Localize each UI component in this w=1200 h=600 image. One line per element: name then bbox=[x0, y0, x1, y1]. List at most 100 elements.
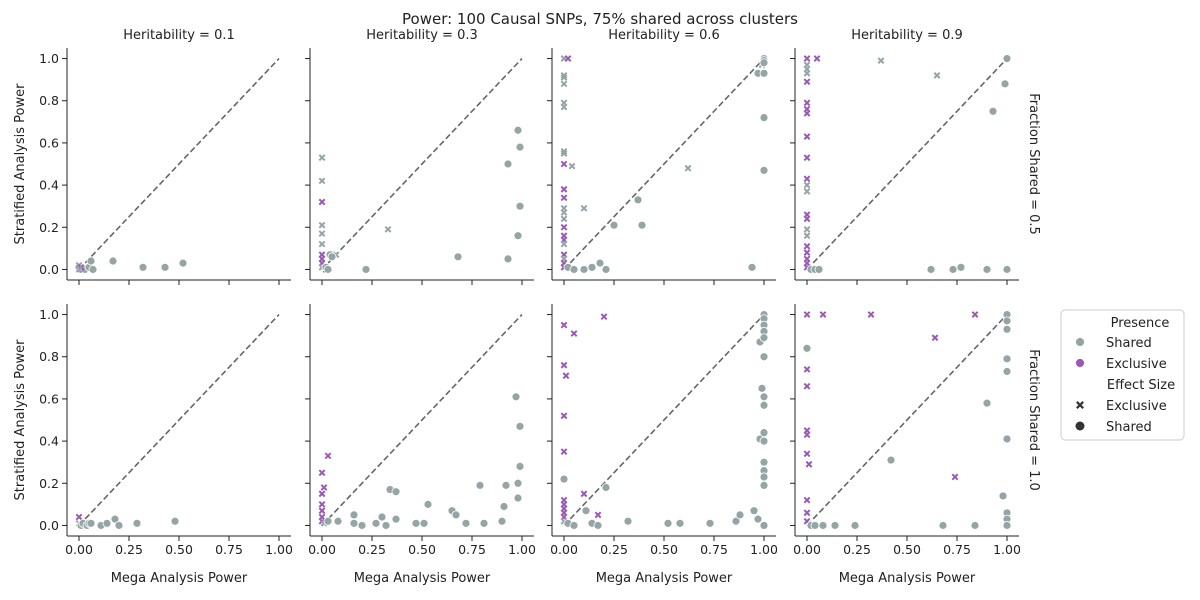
data-point bbox=[759, 68, 769, 78]
data-point bbox=[926, 265, 936, 274]
data-point bbox=[497, 516, 507, 526]
data-point bbox=[132, 518, 142, 528]
row-title: Fraction Shared = 1.0 bbox=[1026, 349, 1041, 491]
data-point bbox=[802, 343, 812, 353]
x-tick-label: 0.25 bbox=[358, 542, 386, 557]
figure-title: Power: 100 Causal SNPs, 75% shared acros… bbox=[402, 10, 798, 28]
data-point bbox=[560, 160, 568, 168]
data-point bbox=[938, 521, 948, 530]
data-point bbox=[587, 262, 597, 272]
data-point bbox=[931, 334, 939, 342]
y-tick-label: 0.8 bbox=[39, 93, 59, 108]
data-point bbox=[453, 252, 463, 262]
facet-panel-r1-c2: 0.00 0.25 0.50 0.75 1.00 Mega Analysis Power bbox=[547, 304, 778, 586]
data-point bbox=[675, 518, 685, 528]
data-point bbox=[1002, 354, 1012, 364]
x-tick-label: 0.25 bbox=[600, 542, 628, 557]
data-point bbox=[749, 506, 759, 516]
data-point bbox=[559, 474, 569, 484]
data-point bbox=[560, 215, 568, 223]
data-point bbox=[814, 265, 824, 274]
data-point bbox=[381, 521, 391, 530]
data-point bbox=[731, 516, 741, 526]
points bbox=[802, 310, 1012, 530]
data-point bbox=[560, 194, 568, 202]
legend-label-effect-shared: Shared bbox=[1106, 420, 1152, 435]
data-point bbox=[568, 162, 576, 170]
data-point bbox=[759, 428, 769, 438]
data-point bbox=[759, 472, 769, 482]
data-point bbox=[982, 265, 992, 274]
data-point bbox=[579, 265, 589, 274]
data-point bbox=[684, 164, 692, 172]
data-point bbox=[759, 352, 769, 362]
data-point bbox=[160, 262, 170, 272]
data-point bbox=[803, 181, 811, 189]
data-point bbox=[569, 265, 579, 274]
column-title: Heritability = 0.6 bbox=[608, 28, 720, 43]
points bbox=[318, 392, 525, 530]
data-point bbox=[759, 480, 769, 490]
data-point bbox=[564, 55, 572, 62]
data-point bbox=[633, 195, 643, 205]
data-point bbox=[971, 311, 979, 318]
data-point bbox=[803, 311, 811, 318]
data-point bbox=[515, 461, 525, 471]
data-point bbox=[803, 175, 811, 183]
x-tick-label: 0.25 bbox=[115, 542, 143, 557]
points bbox=[803, 54, 1012, 274]
legend-marker-x bbox=[1076, 401, 1084, 409]
data-point bbox=[609, 220, 619, 230]
data-point bbox=[970, 521, 980, 530]
data-point bbox=[102, 518, 112, 528]
data-point bbox=[391, 487, 401, 497]
data-point bbox=[803, 509, 811, 517]
data-point bbox=[479, 518, 489, 528]
data-point bbox=[324, 452, 332, 460]
data-point bbox=[419, 518, 429, 528]
data-point bbox=[515, 421, 525, 431]
y-axis-label: Stratified Analysis Power bbox=[13, 83, 28, 245]
diagonal-reference-line bbox=[321, 57, 523, 271]
data-point bbox=[933, 72, 941, 79]
facet-panel-r0-c2: Heritability = 0.6 bbox=[547, 28, 776, 285]
y-tick-label: 0.6 bbox=[39, 391, 59, 406]
data-point bbox=[803, 99, 811, 107]
facet-panel-r1-c3: 0.00 0.25 0.50 0.75 1.00 Fraction Shared = 1.… bbox=[790, 304, 1041, 586]
data-point bbox=[323, 265, 333, 274]
data-point bbox=[423, 499, 433, 509]
points bbox=[74, 256, 188, 274]
legend-title-presence: Presence bbox=[1111, 316, 1170, 331]
data-point bbox=[75, 266, 83, 273]
diagonal-reference-line bbox=[563, 57, 765, 271]
data-point bbox=[560, 74, 568, 81]
data-point bbox=[503, 254, 513, 264]
x-tick-label: 1.00 bbox=[265, 542, 293, 557]
data-point bbox=[560, 361, 568, 369]
y-tick-label: 0.2 bbox=[39, 476, 59, 491]
data-point bbox=[320, 484, 328, 491]
data-point bbox=[803, 55, 811, 62]
y-tick-label: 1.0 bbox=[39, 307, 59, 322]
diagonal-reference-line bbox=[78, 57, 280, 271]
data-point bbox=[759, 521, 769, 530]
data-point bbox=[803, 154, 811, 162]
data-point bbox=[594, 511, 602, 519]
data-point bbox=[886, 455, 896, 465]
x-axis-label: Mega Analysis Power bbox=[111, 571, 248, 586]
y-tick-label: 0.4 bbox=[39, 178, 59, 193]
data-point bbox=[513, 493, 523, 503]
x-axis-label: Mega Analysis Power bbox=[839, 571, 976, 586]
data-point bbox=[759, 333, 769, 343]
y-tick-label: 1.0 bbox=[39, 51, 59, 66]
x-axis-label: Mega Analysis Power bbox=[354, 571, 491, 586]
data-point bbox=[511, 392, 521, 402]
data-point bbox=[114, 521, 124, 530]
data-point bbox=[515, 201, 525, 211]
data-point bbox=[318, 198, 326, 206]
legend-marker-exclusive bbox=[1075, 358, 1085, 368]
data-point bbox=[318, 469, 326, 477]
data-point bbox=[803, 450, 811, 458]
data-point bbox=[318, 154, 326, 162]
data-point bbox=[318, 221, 326, 229]
